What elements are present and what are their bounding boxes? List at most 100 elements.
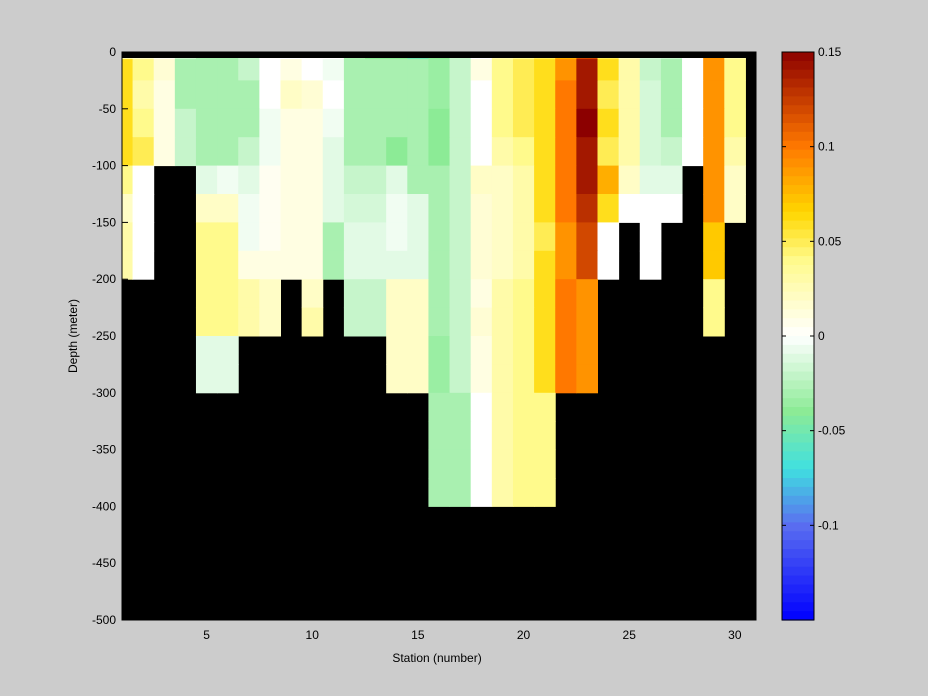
heatmap-cell [428,279,451,309]
heatmap-cell [512,449,535,479]
colorbar-segment [782,513,814,523]
heatmap-cell [386,364,408,394]
heatmap-cell [682,59,704,81]
heatmap-cell [576,80,598,110]
heatmap-cell [428,165,451,195]
heatmap-cell [217,307,239,337]
heatmap-cell [195,336,218,365]
heatmap-cell [238,307,260,337]
heatmap-cell [491,108,514,138]
heatmap-cell [174,59,197,81]
heatmap-cell [122,250,134,280]
colorbar-segment [782,318,814,328]
heatmap-cell [195,222,218,252]
heatmap-cell [512,80,535,110]
colorbar-segment [782,371,814,381]
colorbar-tick-label: -0.1 [818,518,839,532]
heatmap-cell [618,165,641,195]
y-tick-label: -150 [92,215,116,229]
heatmap-cell [322,59,345,81]
heatmap-cell [365,250,387,280]
y-tick-label: -100 [92,159,116,173]
heatmap-cell [153,59,176,81]
heatmap-cell [470,421,493,451]
heatmap-cell [195,364,218,394]
colorbar-segment [782,336,814,346]
y-tick-label: -50 [99,102,117,116]
heatmap-cell [407,80,429,110]
heatmap-cell [343,108,366,138]
heatmap-cell [597,80,620,110]
heatmap-cell [703,307,725,337]
heatmap-cell [449,137,472,167]
heatmap-cell [534,59,556,81]
heatmap-cell [618,137,641,167]
heatmap-cell [259,137,281,167]
y-tick-label: -250 [92,329,116,343]
heatmap-cell [491,279,514,309]
heatmap-cell [534,165,556,195]
heatmap-cell [470,478,493,507]
colorbar-segment [782,282,814,293]
heatmap-cell [407,364,429,394]
heatmap-cell [195,59,218,81]
y-tick-label: -450 [92,556,116,570]
heatmap-cell [217,59,239,81]
heatmap-cell [122,108,134,138]
heatmap-cell [512,421,535,451]
heatmap-cell [512,307,535,337]
heatmap-cell [238,279,260,309]
heatmap-cell [343,307,366,337]
x-axis-ticks: 5 10 15 20 25 30 [203,52,742,642]
colorbar-segment [782,265,814,275]
heatmap-cell [470,222,493,252]
heatmap-cell [343,222,366,252]
heatmap-cell [660,137,683,167]
heatmap-cell [122,59,134,81]
heatmap-cell [555,59,577,81]
y-tick-label: 0 [109,45,116,59]
heatmap-cell [301,279,324,309]
heatmap-cell [301,250,324,280]
colorbar-tick-label: 0.1 [818,140,835,154]
colorbar-segment [782,344,814,355]
heatmap-cell [153,80,176,110]
heatmap-cell [122,165,134,195]
colorbar-segment [782,105,814,115]
heatmap-cell [534,478,556,507]
heatmap-cell [534,194,556,223]
colorbar-segment [782,69,814,80]
heatmap-cell [639,222,662,252]
heatmap-cell [217,137,239,167]
heatmap-cell [238,250,260,280]
heatmap-cell [682,108,704,138]
heatmap-cell [470,449,493,479]
heatmap-cell [597,222,620,252]
surface-line [122,52,756,58]
heatmap-cell [238,165,260,195]
heatmap-cell [534,336,556,365]
heatmap-cell [555,165,577,195]
heatmap-cell [122,80,134,110]
colorbar-segment [782,114,814,124]
heatmap-cells [122,52,756,620]
heatmap-cell [449,307,472,337]
heatmap-cell [491,80,514,110]
heatmap-cell [618,80,641,110]
heatmap-cell [428,137,451,167]
heatmap-cell [555,336,577,365]
heatmap-cell [259,250,281,280]
colorbar-segment [782,167,814,177]
heatmap-cell [618,194,641,223]
heatmap-cell [195,279,218,309]
heatmap-cell [301,165,324,195]
heatmap-cell [217,165,239,195]
heatmap-cell [449,336,472,365]
heatmap-cell [576,222,598,252]
colorbar-segment [782,291,814,302]
heatmap-cell [639,194,662,223]
heatmap-cell [386,194,408,223]
x-tick-label: 15 [411,628,425,642]
y-axis-label: Depth (meter) [66,299,80,373]
